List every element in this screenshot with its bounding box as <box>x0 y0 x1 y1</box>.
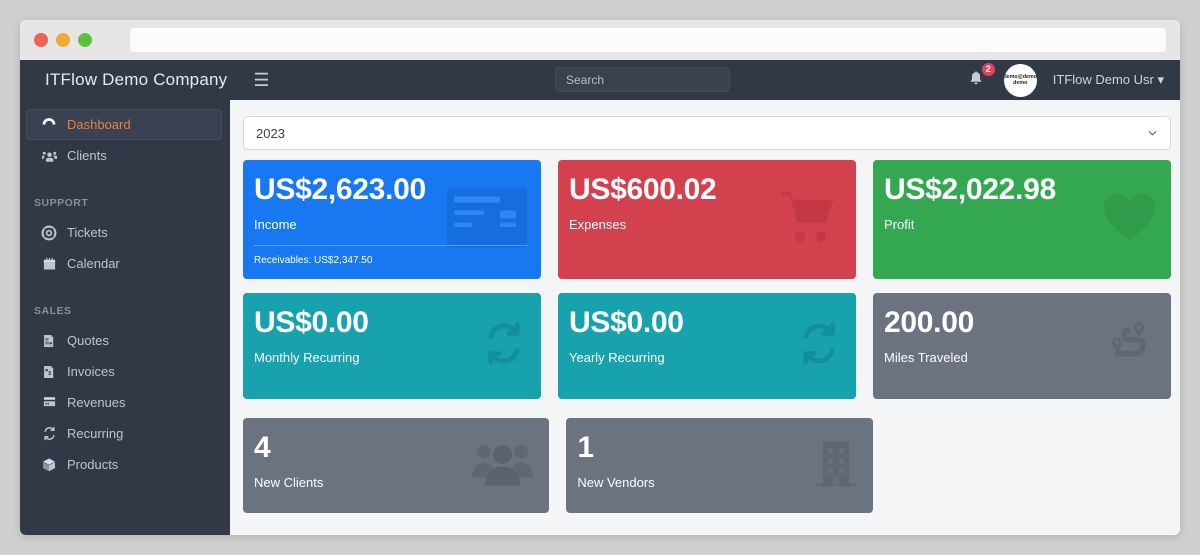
svg-text:$: $ <box>48 371 51 377</box>
